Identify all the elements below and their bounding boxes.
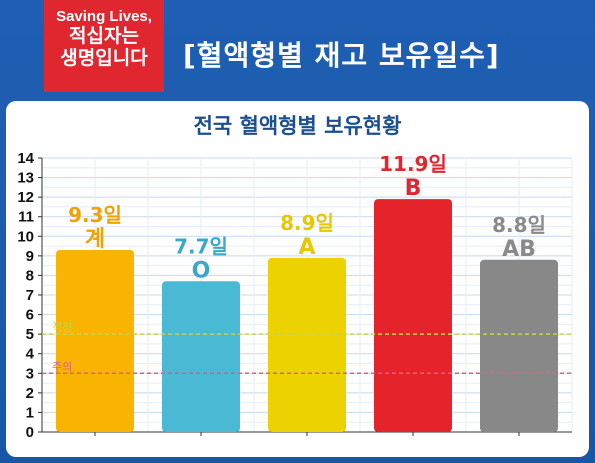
bar-4: [480, 259, 558, 432]
bar-value-label: 7.7일: [174, 234, 228, 258]
bar-3: [374, 199, 452, 432]
bar-value-label: 11.9일: [379, 152, 447, 176]
bar-category-label: AB: [502, 237, 536, 262]
bar-value-label: 9.3일: [68, 203, 122, 227]
bar-0: [56, 249, 134, 432]
bar-category-label: 계: [85, 227, 105, 252]
y-tick-label: 2: [26, 385, 34, 402]
bar-value-label: 8.9일: [280, 211, 334, 235]
logo-slogan-ko-line2: 생명입니다: [60, 47, 148, 69]
bar-category-label: A: [298, 235, 315, 260]
y-tick-label: 9: [26, 248, 34, 265]
page-headline: [혈액형별 재고 보유일수]: [183, 39, 500, 72]
chart-title: 전국 혈액형별 보유현황: [193, 114, 402, 138]
y-tick-label: 1: [26, 404, 34, 421]
logo-slogan-ko-line1: 적십자는: [69, 25, 139, 47]
y-tick-label: 3: [26, 365, 34, 382]
bar-1: [162, 281, 240, 432]
y-tick-label: 6: [26, 307, 34, 324]
reference-line-label: 적정: [52, 321, 72, 334]
y-tick-label: 5: [26, 326, 34, 343]
bar-2: [268, 257, 346, 432]
bar-category-label: B: [405, 176, 422, 201]
y-tick-label: 7: [26, 287, 34, 304]
y-tick-label: 4: [26, 346, 35, 363]
y-tick-label: 0: [26, 424, 34, 441]
logo-slogan-en: Saving Lives,: [56, 8, 152, 25]
bar-value-label: 8.8일: [492, 213, 546, 237]
y-tick-label: 14: [17, 150, 34, 167]
red-cross-logo: Saving Lives, 적십자는 생명입니다: [44, 0, 164, 92]
y-tick-label: 8: [26, 267, 34, 284]
y-tick-label: 11: [18, 209, 34, 226]
reference-line-label: 주의: [52, 360, 72, 373]
y-tick-label: 12: [17, 189, 34, 206]
bar-category-label: O: [192, 258, 211, 283]
y-tick-label: 13: [17, 170, 34, 187]
y-tick-label: 10: [17, 228, 34, 245]
